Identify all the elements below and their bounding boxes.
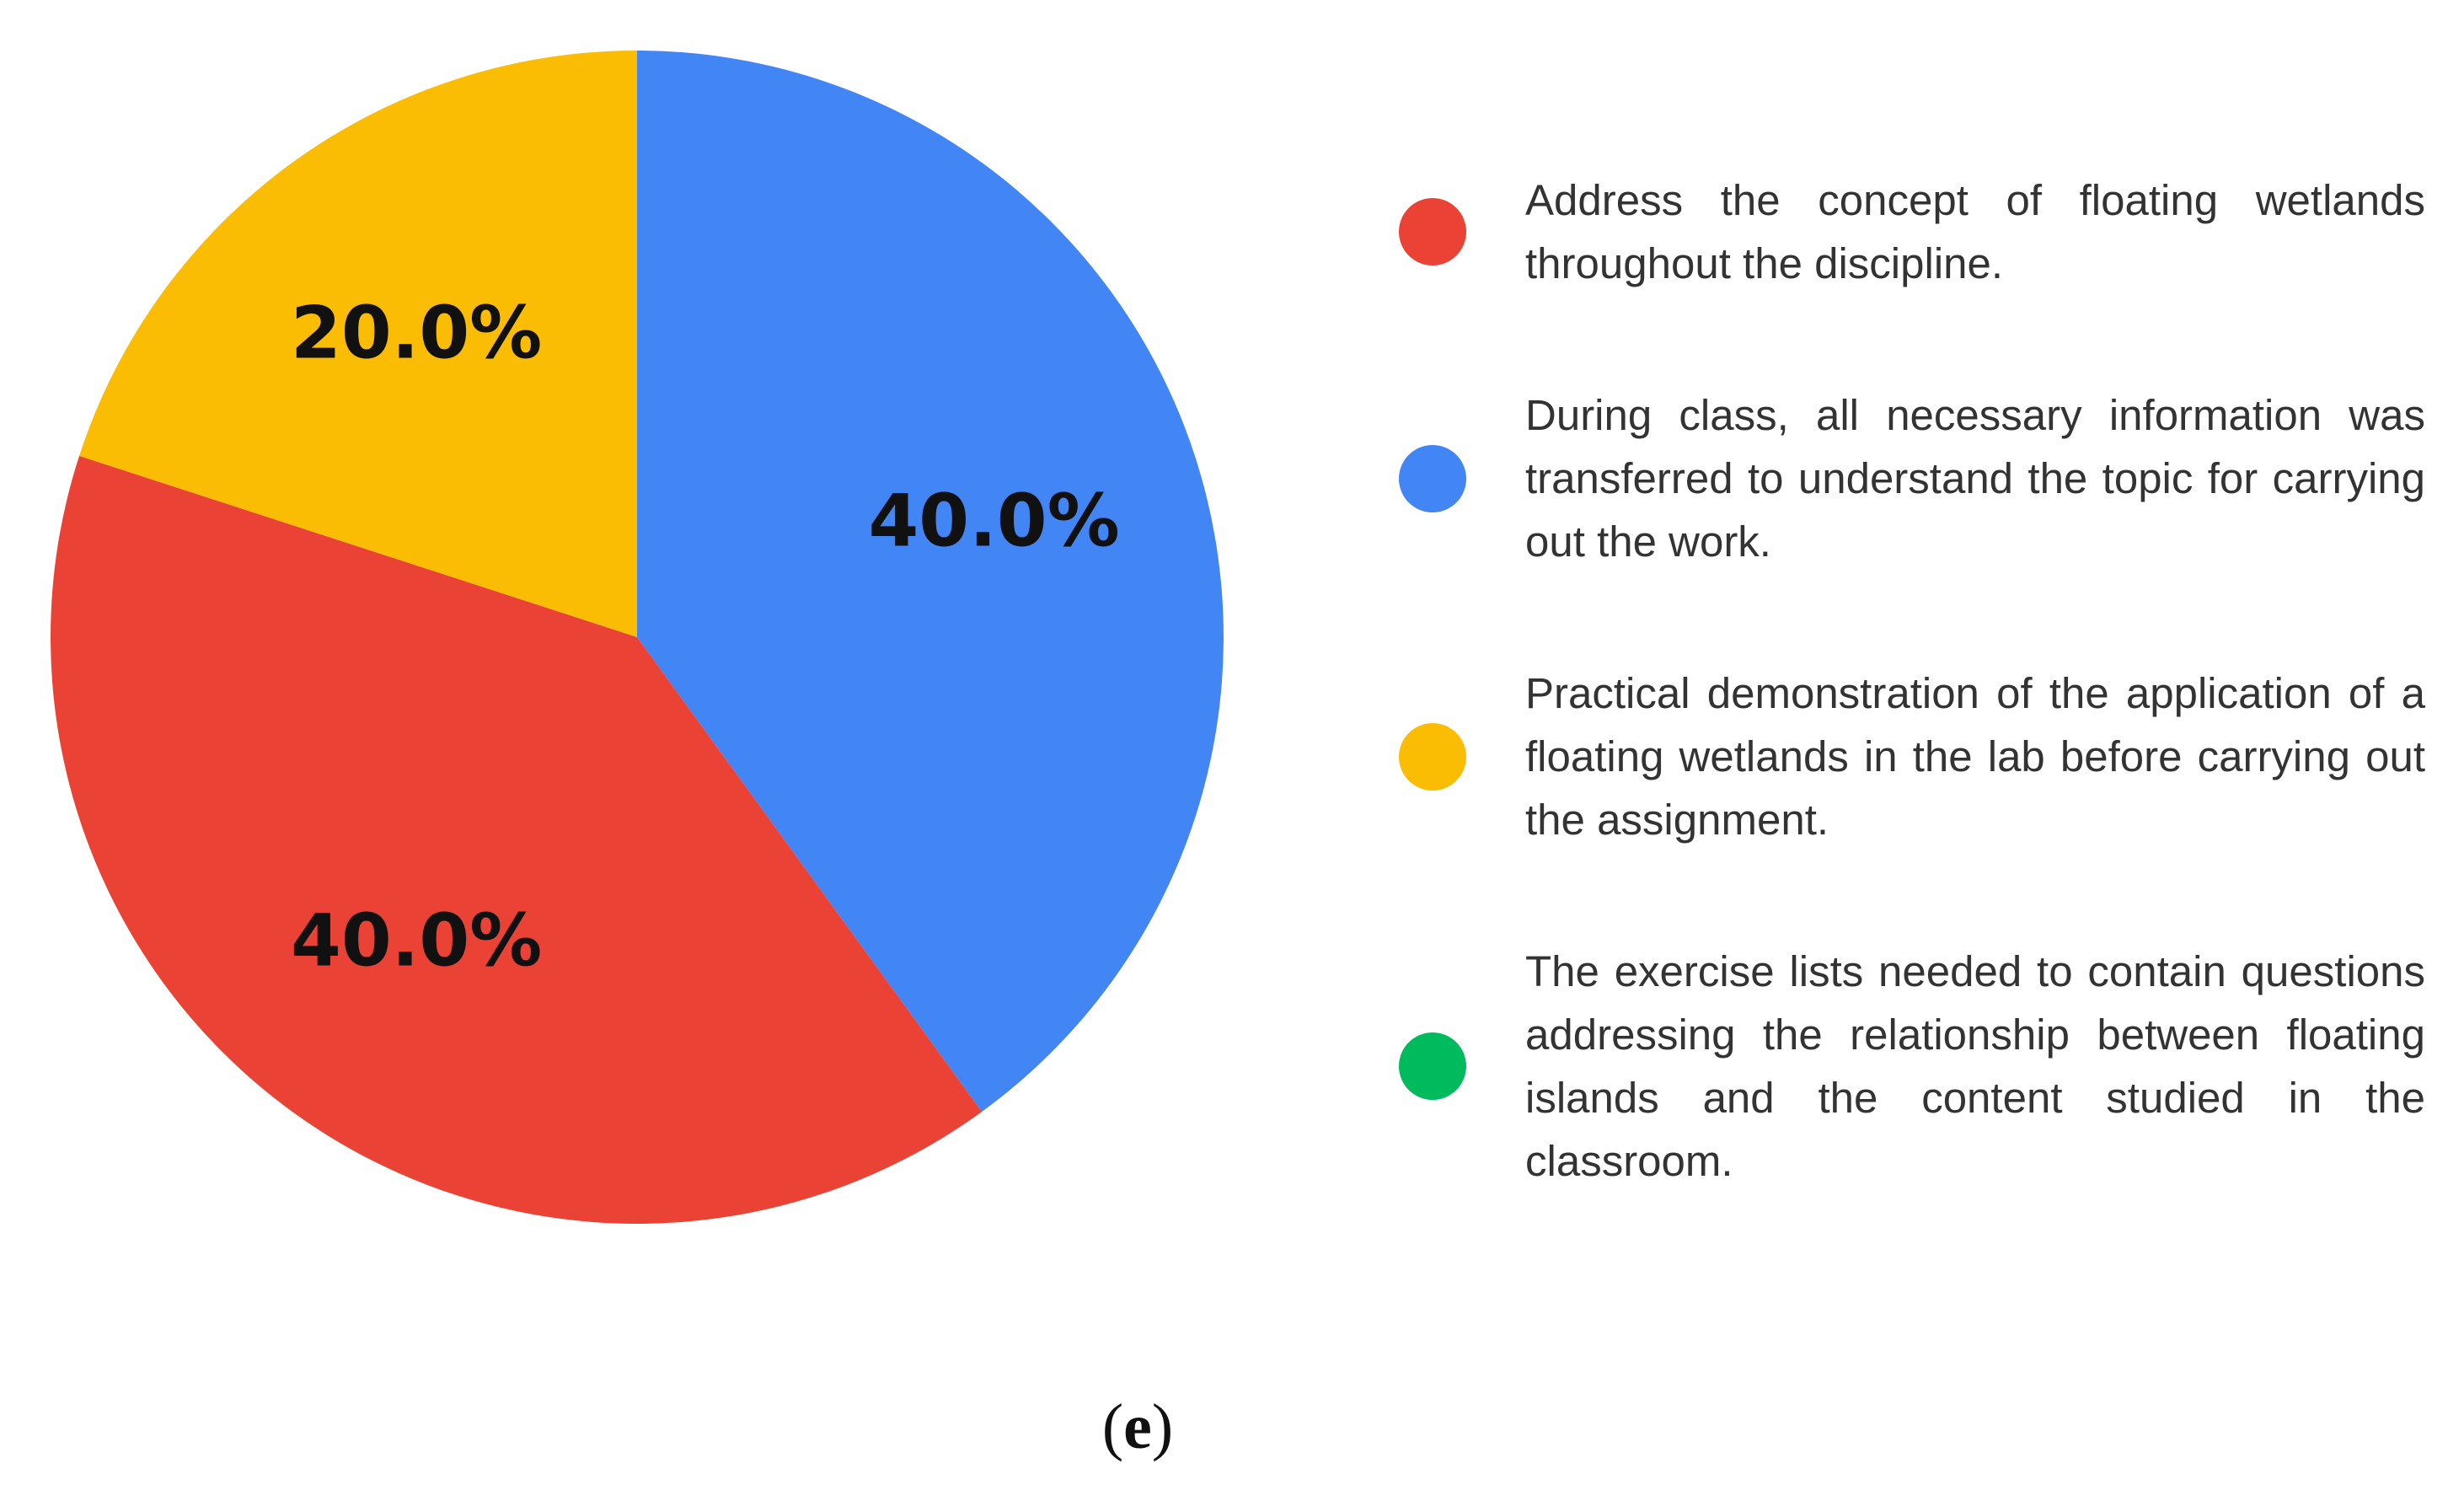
slice-blue: [637, 51, 1224, 1113]
legend: Address the concept of floating wetlands…: [1399, 169, 2425, 1193]
legend-label: During class, all necessary information …: [1525, 391, 2425, 566]
slice-label-yellow: 20.0%: [291, 292, 542, 376]
slice-label-blue: 40.0%: [868, 479, 1119, 563]
slice-label-red: 40.0%: [291, 898, 542, 983]
legend-item: Practical demonstration of the applicati…: [1399, 662, 2425, 851]
legend-swatch-red: [1399, 198, 1466, 265]
legend-item: During class, all necessary information …: [1399, 383, 2425, 573]
slice-yellow: [79, 51, 637, 637]
pie-chart: 40.0% 40.0% 20.0%: [51, 51, 1224, 1224]
legend-swatch-yellow: [1399, 722, 1466, 791]
legend-label: The exercise lists needed to contain que…: [1525, 947, 2425, 1185]
panel-close-paren: ): [1151, 1391, 1174, 1462]
panel-label: (e): [0, 1391, 2275, 1464]
legend-swatch-green: [1399, 1032, 1466, 1100]
legend-label: Address the concept of floating wetlands…: [1525, 176, 2425, 287]
panel-letter: e: [1123, 1391, 1152, 1462]
slice-red: [51, 455, 983, 1224]
legend-item: The exercise lists needed to contain que…: [1399, 940, 2425, 1193]
legend-swatch-blue: [1399, 444, 1466, 512]
panel-open-paren: (: [1101, 1391, 1124, 1462]
legend-item: Address the concept of floating wetlands…: [1399, 169, 2425, 295]
legend-label: Practical demonstration of the applicati…: [1525, 669, 2425, 844]
